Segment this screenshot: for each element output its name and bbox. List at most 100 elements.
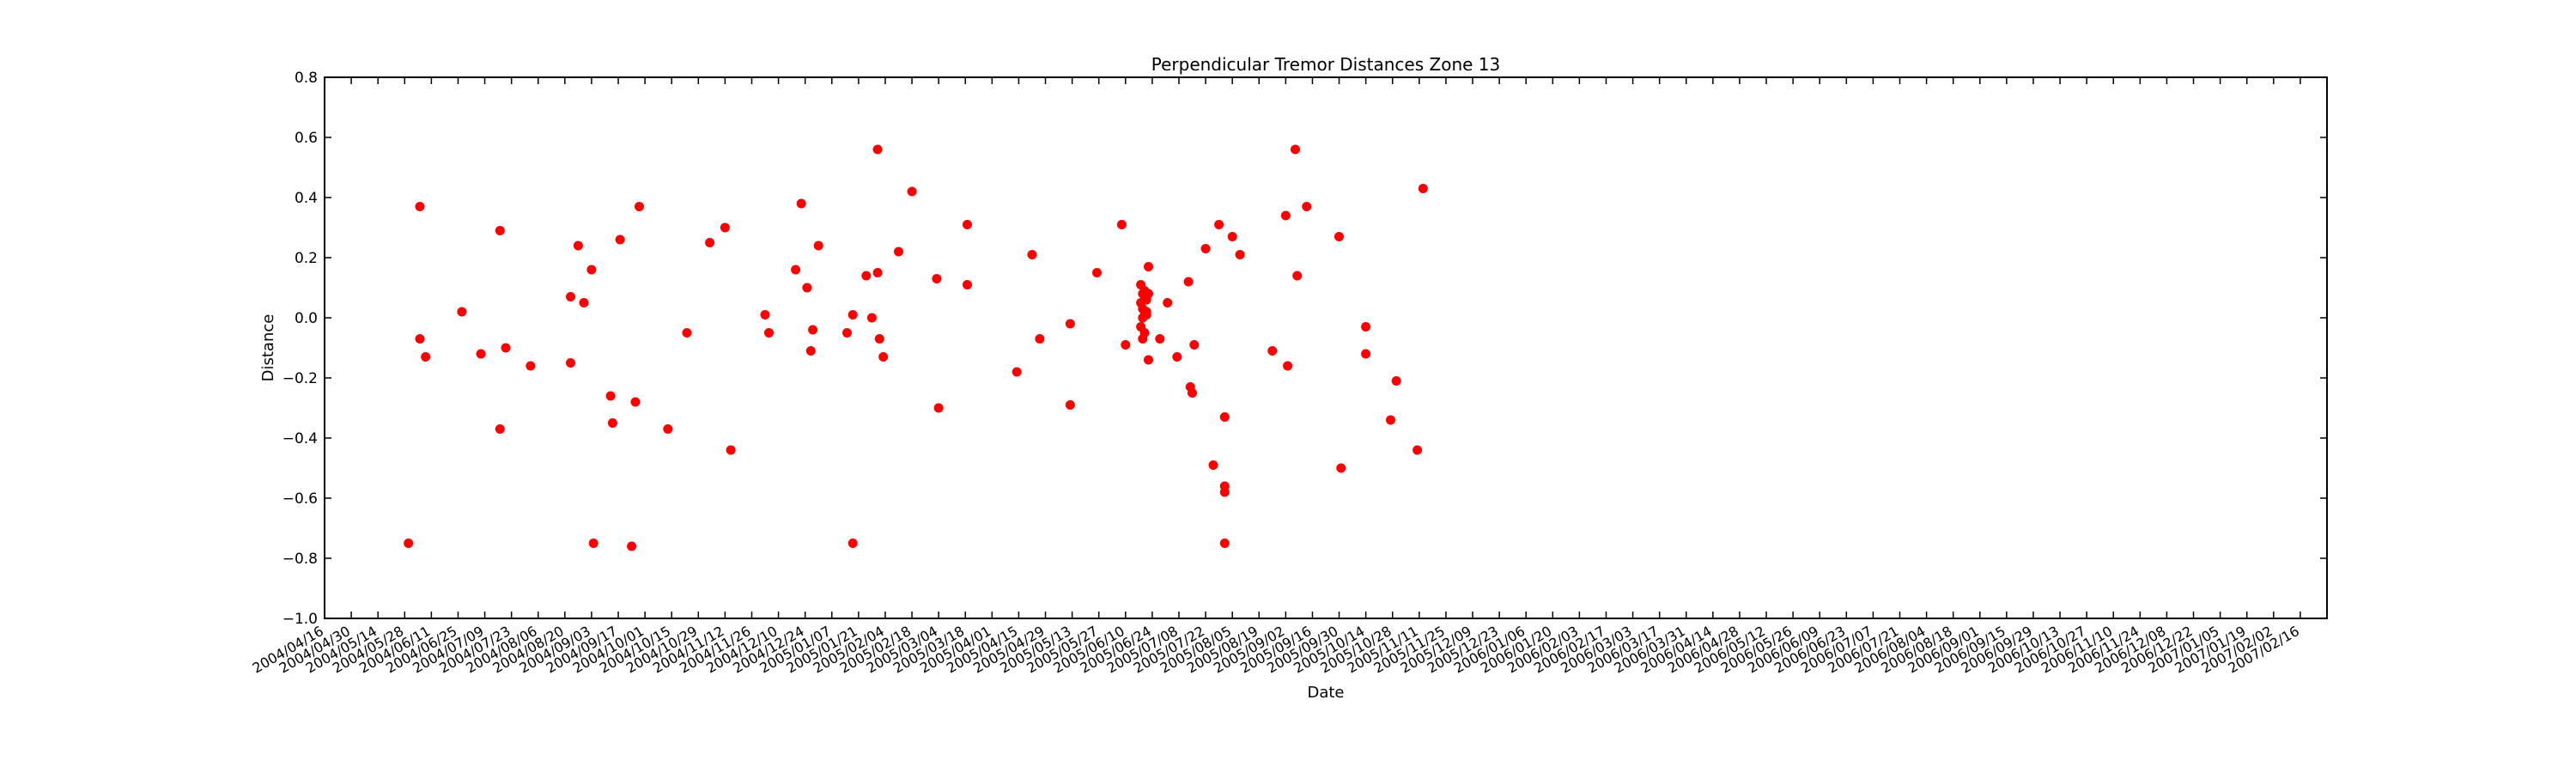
plot-area-frame <box>324 76 2328 619</box>
data-point <box>1418 184 1428 193</box>
data-point <box>963 280 972 289</box>
data-point <box>1336 463 1346 473</box>
data-point <box>791 265 801 275</box>
data-point <box>1219 539 1230 548</box>
data-point <box>764 328 774 338</box>
data-point <box>605 391 616 401</box>
data-point <box>802 283 812 293</box>
data-point <box>866 313 877 323</box>
data-point <box>1361 322 1371 332</box>
data-point <box>1291 144 1300 155</box>
data-point <box>861 271 872 281</box>
y-tick-label: 0.8 <box>295 70 318 87</box>
data-point <box>874 334 884 344</box>
data-point <box>663 424 673 434</box>
data-point <box>796 198 806 209</box>
data-point <box>842 328 852 338</box>
data-point <box>1302 202 1312 211</box>
data-point <box>1155 334 1165 344</box>
data-point <box>1235 250 1245 259</box>
data-point <box>1361 349 1371 359</box>
y-tick-label: −0.4 <box>283 430 318 447</box>
data-point <box>615 234 625 245</box>
data-point <box>760 310 770 320</box>
data-point <box>848 310 858 320</box>
data-point <box>566 292 575 301</box>
y-tick-label: 0.0 <box>295 310 318 327</box>
data-point <box>1116 220 1127 229</box>
data-point <box>579 298 589 307</box>
data-point <box>1386 415 1395 425</box>
data-point <box>1280 210 1291 221</box>
data-point <box>805 346 816 356</box>
data-point <box>1141 310 1151 320</box>
data-point <box>813 240 823 251</box>
data-point <box>907 186 917 197</box>
data-point <box>1035 334 1045 344</box>
y-tick-label: 0.6 <box>295 130 318 147</box>
data-point <box>894 247 903 257</box>
y-axis-label: Distance <box>259 314 277 382</box>
data-point <box>495 226 505 235</box>
data-point <box>586 265 597 275</box>
data-points <box>404 144 1428 551</box>
data-point <box>1227 232 1237 241</box>
data-point <box>1092 268 1102 277</box>
data-point <box>1183 277 1194 287</box>
data-point <box>1065 319 1075 329</box>
data-point <box>1413 445 1423 455</box>
data-point <box>1208 460 1218 470</box>
data-point <box>415 202 425 211</box>
data-point <box>726 445 736 455</box>
data-point <box>872 144 883 155</box>
data-point <box>526 361 536 371</box>
data-point <box>682 328 692 338</box>
data-point <box>878 352 889 362</box>
data-point <box>1334 232 1344 241</box>
data-point <box>1144 289 1153 299</box>
data-point <box>627 541 637 551</box>
data-point <box>607 418 617 428</box>
data-point <box>1012 367 1022 377</box>
data-point <box>1200 244 1211 253</box>
data-point <box>848 539 858 548</box>
data-point <box>421 352 431 362</box>
data-point <box>404 539 414 548</box>
data-point <box>1189 340 1200 350</box>
x-axis: 2004/04/162004/04/302004/05/142004/05/28… <box>250 77 2302 677</box>
x-axis-label: Date <box>1307 684 1344 702</box>
data-point <box>1065 400 1075 410</box>
data-point <box>635 202 644 211</box>
data-point <box>932 274 942 283</box>
y-tick-label: −1.0 <box>283 611 318 628</box>
data-point <box>933 403 944 413</box>
data-point <box>495 424 505 434</box>
data-point <box>476 349 486 359</box>
data-point <box>1283 361 1293 371</box>
data-point <box>1214 220 1224 229</box>
y-tick-label: −0.6 <box>283 490 318 508</box>
data-point <box>1292 271 1303 281</box>
data-point <box>415 334 425 344</box>
y-axis: −1.0 −0.8 −0.6 −0.4 −0.2 0.0 0.2 0.4 0.6 0.8 <box>283 70 2327 628</box>
data-point <box>1144 355 1153 365</box>
data-point <box>501 343 511 353</box>
data-point <box>588 539 598 548</box>
data-point <box>705 238 715 247</box>
data-point <box>457 307 467 317</box>
data-point <box>963 220 972 229</box>
data-point <box>1139 328 1150 338</box>
data-point <box>573 240 583 251</box>
y-tick-label: 0.4 <box>295 190 318 207</box>
data-point <box>1267 346 1278 356</box>
data-point <box>1163 298 1173 307</box>
data-point <box>872 268 883 277</box>
data-point <box>1219 412 1230 422</box>
data-point <box>566 358 575 368</box>
data-point <box>1219 487 1230 497</box>
data-point <box>1027 250 1037 259</box>
data-point <box>1188 388 1197 398</box>
y-tick-label: 0.2 <box>295 250 318 267</box>
data-point <box>720 222 730 233</box>
data-point <box>1391 376 1401 386</box>
